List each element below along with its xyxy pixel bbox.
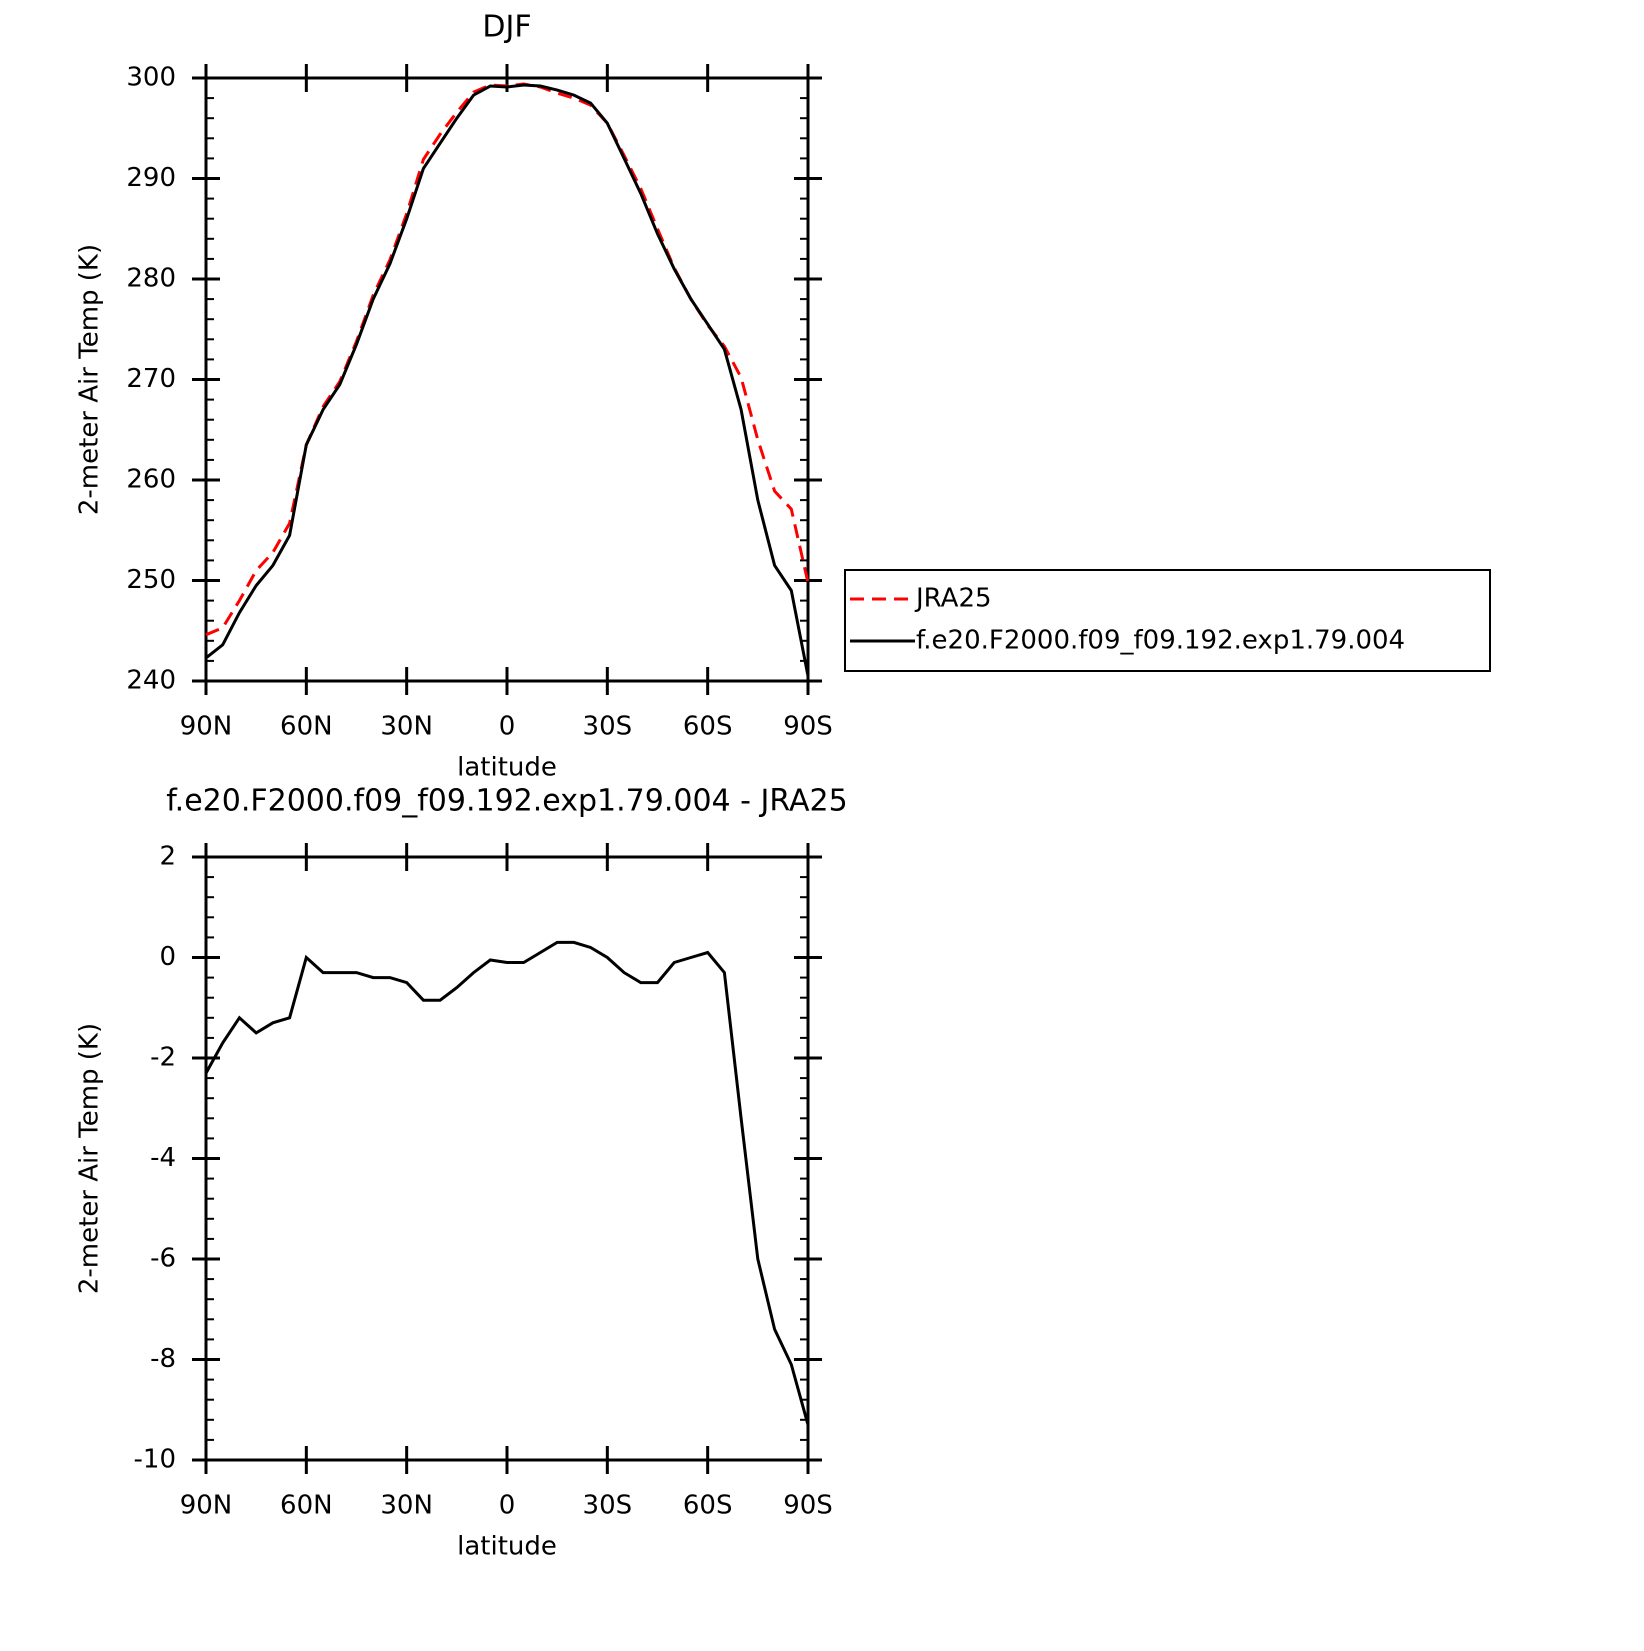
plot-frame bbox=[204, 855, 810, 1462]
y-tick-label: 250 bbox=[126, 565, 176, 595]
y-tick-label: 260 bbox=[126, 465, 176, 495]
y-axis-label: 2-meter Air Temp (K) bbox=[75, 1023, 105, 1294]
y-tick-label: -10 bbox=[134, 1445, 176, 1475]
series-line bbox=[204, 940, 810, 1426]
x-tick-label: 30S bbox=[583, 1491, 633, 1521]
x-tick-label: 0 bbox=[499, 1491, 516, 1521]
y-tick-label: 2 bbox=[159, 842, 176, 872]
y-axis-label: 2-meter Air Temp (K) bbox=[75, 244, 105, 515]
chart-title: f.e20.F2000.f09_f09.192.exp1.79.004 - JR… bbox=[166, 784, 847, 819]
x-tick-label: 90S bbox=[783, 1491, 833, 1521]
x-axis-label: latitude bbox=[457, 753, 557, 783]
chart-title: DJF bbox=[482, 10, 531, 45]
x-tick-label: 60S bbox=[683, 712, 733, 742]
x-tick-label: 60N bbox=[280, 1491, 333, 1521]
y-tick-label: -6 bbox=[150, 1244, 176, 1274]
x-axis-label: latitude bbox=[457, 1532, 557, 1562]
legend-label: f.e20.F2000.f09_f09.192.exp1.79.004 bbox=[916, 626, 1405, 656]
plot-frame bbox=[204, 76, 810, 683]
x-tick-label: 30S bbox=[583, 712, 633, 742]
series-line bbox=[205, 82, 810, 637]
y-tick-label: -4 bbox=[150, 1143, 176, 1173]
y-tick-label: 240 bbox=[126, 666, 176, 696]
y-tick-label: -2 bbox=[150, 1043, 176, 1073]
x-tick-label: 30N bbox=[380, 712, 433, 742]
y-tick-label: 280 bbox=[126, 264, 176, 294]
y-tick-label: 300 bbox=[126, 63, 176, 93]
legend-label: JRA25 bbox=[914, 584, 992, 614]
x-tick-label: 90N bbox=[180, 712, 233, 742]
series-line bbox=[205, 83, 810, 677]
x-tick-label: 0 bbox=[499, 712, 516, 742]
y-tick-label: 290 bbox=[126, 163, 176, 193]
y-tick-label: 270 bbox=[126, 364, 176, 394]
x-tick-label: 90S bbox=[783, 712, 833, 742]
x-tick-label: 60N bbox=[280, 712, 333, 742]
x-tick-label: 30N bbox=[380, 1491, 433, 1521]
y-tick-label: -8 bbox=[150, 1344, 176, 1374]
legend-box bbox=[844, 569, 1491, 672]
x-tick-label: 90N bbox=[180, 1491, 233, 1521]
y-tick-label: 0 bbox=[159, 942, 176, 972]
x-tick-label: 60S bbox=[683, 1491, 733, 1521]
